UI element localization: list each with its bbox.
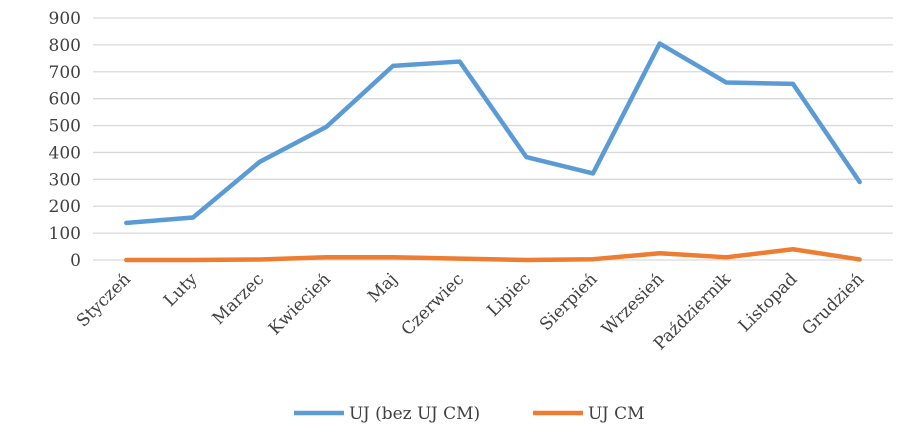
y-tick-label: 200 bbox=[49, 197, 81, 217]
y-tick-label: 300 bbox=[49, 170, 81, 190]
x-tick-label: Sierpień bbox=[536, 269, 602, 335]
x-tick-label: Czerwiec bbox=[398, 269, 469, 340]
legend-label: UJ (bez UJ CM) bbox=[349, 404, 480, 424]
legend: UJ (bez UJ CM) UJ CM bbox=[294, 404, 645, 424]
legend-label: UJ CM bbox=[588, 404, 645, 424]
gridlines bbox=[93, 18, 893, 260]
series-lines bbox=[126, 43, 860, 260]
y-axis: 0 100 200 300 400 500 600 700 800 900 bbox=[49, 9, 81, 271]
x-tick-label: Grudzień bbox=[798, 269, 868, 339]
x-tick-label: Lipiec bbox=[484, 269, 535, 320]
y-tick-label: 900 bbox=[49, 9, 81, 29]
x-tick-label: Listopad bbox=[735, 269, 802, 336]
y-tick-label: 800 bbox=[49, 36, 81, 56]
y-tick-label: 400 bbox=[49, 143, 81, 163]
x-tick-label: Kwiecień bbox=[265, 269, 335, 339]
series-line-0 bbox=[126, 44, 859, 223]
x-tick-label: Luty bbox=[160, 269, 202, 311]
x-tick-label: Marzec bbox=[209, 269, 269, 329]
series-line-1 bbox=[126, 249, 859, 260]
x-tick-label: Styczeń bbox=[73, 269, 135, 331]
x-tick-label: Maj bbox=[364, 269, 401, 306]
x-tick-label: Wrzesień bbox=[598, 269, 668, 339]
y-tick-label: 600 bbox=[49, 90, 81, 110]
y-tick-label: 100 bbox=[49, 224, 81, 244]
y-tick-label: 500 bbox=[49, 117, 81, 137]
y-tick-label: 0 bbox=[70, 251, 81, 271]
y-tick-label: 700 bbox=[49, 63, 81, 83]
